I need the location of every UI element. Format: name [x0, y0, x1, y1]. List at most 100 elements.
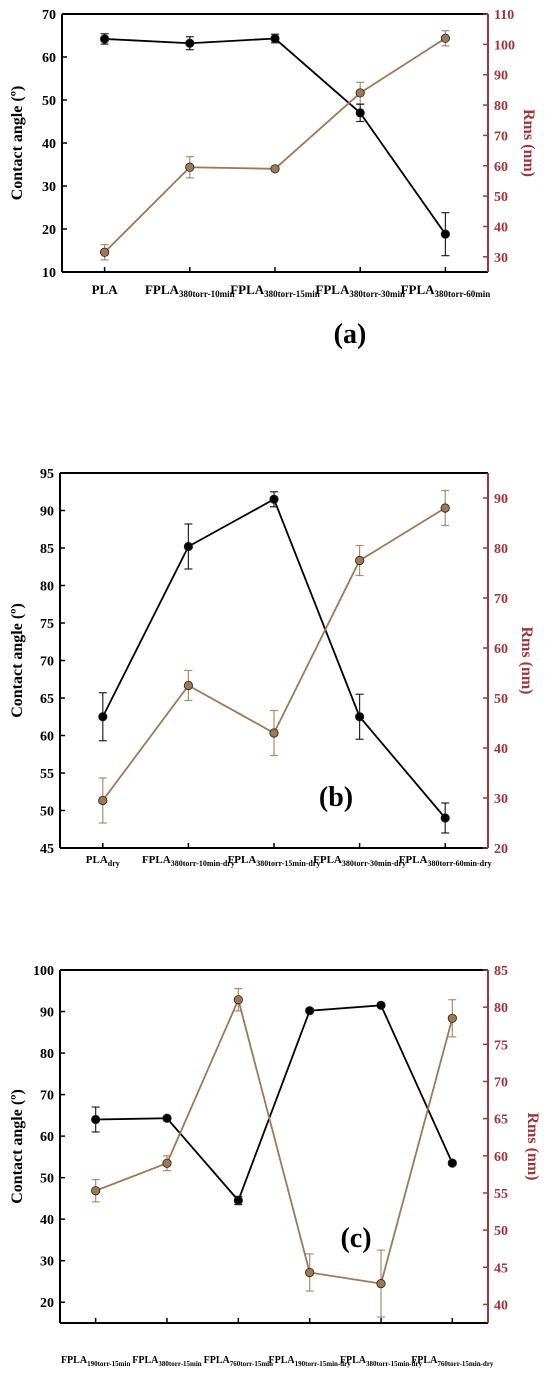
contact-angle-data-point [355, 108, 365, 118]
x-tick-label: FPLA380torr-15min [132, 1355, 202, 1368]
left-tick-label: 80 [40, 1047, 54, 1062]
right-tick-label: 60 [494, 642, 508, 657]
left-tick-label: 50 [42, 94, 56, 109]
contact-angle-series-line [101, 497, 446, 819]
x-tick-label: PLAdry [86, 854, 120, 868]
panel-label: (c) [340, 1223, 371, 1254]
rms-data-point [91, 1186, 101, 1196]
contact-angle-data-point [376, 1000, 386, 1010]
left-tick-label: 65 [40, 692, 54, 707]
contact-angle-data-point [305, 1006, 315, 1016]
x-tick-label: FPLA380torr-10min [145, 282, 235, 299]
right-tick-label: 80 [494, 542, 508, 557]
y-axis-label: Contact angle (º) [9, 86, 26, 201]
rms-data-point [269, 728, 279, 738]
x-tick-label: FPLA760torr-15min-dry [411, 1355, 494, 1368]
rms-data-point [100, 247, 110, 257]
panel-label: (a) [334, 319, 367, 350]
rms-data-point [270, 164, 280, 174]
x-tick-label: FPLA380torr-60min [401, 282, 491, 299]
left-tick-label: 55 [40, 767, 54, 782]
contact-angle-data-point [447, 1158, 457, 1168]
rms-data-point [354, 555, 365, 566]
x-tick-label: FPLA380torr-60min-dry [399, 854, 492, 868]
left-tick-label: 40 [42, 137, 56, 152]
right-tick-label: 70 [494, 129, 508, 144]
rms-data-point [185, 162, 195, 172]
rms-data-point [98, 795, 108, 806]
x-tick-label: FPLA380torr-30min [315, 282, 405, 299]
left-tick-label: 70 [42, 8, 56, 23]
contact-angle-data-point [91, 1114, 101, 1125]
left-tick-label: 60 [40, 1130, 54, 1145]
right-tick-label: 40 [494, 1298, 508, 1313]
left-tick-label: 95 [40, 467, 54, 482]
rms-data-point [355, 88, 365, 98]
x-tick-label: FPLA760torr-15min [204, 1355, 274, 1368]
left-tick-label: 50 [40, 1172, 54, 1187]
right-tick-label: 85 [494, 964, 508, 979]
right-tick-label: 20 [494, 842, 508, 857]
rms-data-point [447, 1013, 457, 1023]
contact-angle-series-line [95, 1004, 454, 1203]
chart-panel-1: 10 20 30 40 50 60 70 30 40 50 60 70 80 90 100 110 PLA FPL… [9, 8, 537, 350]
x-tick-label: PLA [92, 282, 119, 297]
chart-panel-3: 20 30 40 50 60 70 80 90 100 40 45 50 55 60 65 70 75 80 85 F… [9, 964, 541, 1368]
contact-angle-data-point [183, 541, 193, 552]
rms-data-point [183, 680, 193, 691]
right-tick-label: 50 [494, 692, 508, 707]
left-tick-label: 60 [40, 730, 54, 745]
left-tick-label: 30 [42, 180, 56, 195]
right-tick-label: 70 [494, 592, 508, 607]
contact-angle-data-point [269, 494, 279, 504]
contact-angle-data-point [100, 34, 110, 44]
left-tick-label: 45 [40, 842, 54, 857]
right-tick-label: 30 [494, 251, 508, 266]
left-tick-label: 90 [40, 1006, 54, 1021]
rms-data-point [233, 995, 243, 1005]
right-tick-label: 60 [494, 1150, 508, 1165]
rms-data-point [440, 503, 450, 513]
left-tick-label: 50 [40, 805, 54, 820]
rms-series-line [95, 996, 454, 1285]
y2-axis-label: Rms (nm) [524, 1113, 541, 1181]
left-tick-label: 75 [40, 617, 54, 632]
y-axis-label: Contact angle (º) [9, 603, 26, 718]
right-tick-label: 40 [494, 742, 508, 757]
rms-data-point [440, 33, 450, 43]
left-tick-label: 40 [40, 1213, 54, 1228]
right-tick-label: 80 [494, 99, 508, 114]
contact-angle-data-point [185, 38, 195, 48]
x-tick-label: FPLA380torr-30min-dry [313, 854, 406, 868]
x-tick-label: FPLA380torr-15min [230, 282, 320, 299]
contact-angle-data-point [233, 1195, 243, 1206]
x-tick-label: FPLA190torr-15min [61, 1355, 131, 1368]
contact-angle-series-line [104, 37, 447, 235]
y2-axis-label: Rms (nm) [520, 109, 537, 177]
left-tick-label: 70 [40, 655, 54, 670]
left-tick-label: 90 [40, 505, 54, 520]
left-tick-label: 20 [42, 223, 56, 238]
left-tick-label: 30 [40, 1255, 54, 1270]
y-axis-label: Contact angle (º) [9, 1089, 26, 1204]
left-tick-label: 20 [40, 1296, 54, 1311]
right-tick-label: 110 [494, 8, 514, 23]
right-tick-label: 55 [494, 1187, 508, 1202]
right-tick-label: 90 [494, 69, 508, 84]
contact-angle-data-point [162, 1113, 172, 1123]
x-tick-label: FPLA380torr-15min-dry [228, 854, 321, 868]
contact-angle-data-point [270, 33, 280, 44]
right-tick-label: 75 [494, 1038, 508, 1053]
left-tick-label: 80 [40, 580, 54, 595]
right-tick-label: 60 [494, 160, 508, 175]
contact-angle-data-point [354, 712, 365, 722]
rms-data-point [305, 1267, 315, 1278]
left-tick-label: 85 [40, 542, 54, 557]
chart-panel-2: 45 50 55 60 65 70 75 80 85 90 95 20 30 40 50 60 70 80 90 PL… [9, 467, 535, 868]
contact-angle-data-point [440, 229, 450, 239]
contact-angle-data-point [440, 813, 450, 823]
rms-series-line [103, 37, 446, 253]
right-tick-label: 45 [494, 1261, 508, 1276]
x-tick-label: FPLA380torr-10min-dry [142, 854, 235, 868]
